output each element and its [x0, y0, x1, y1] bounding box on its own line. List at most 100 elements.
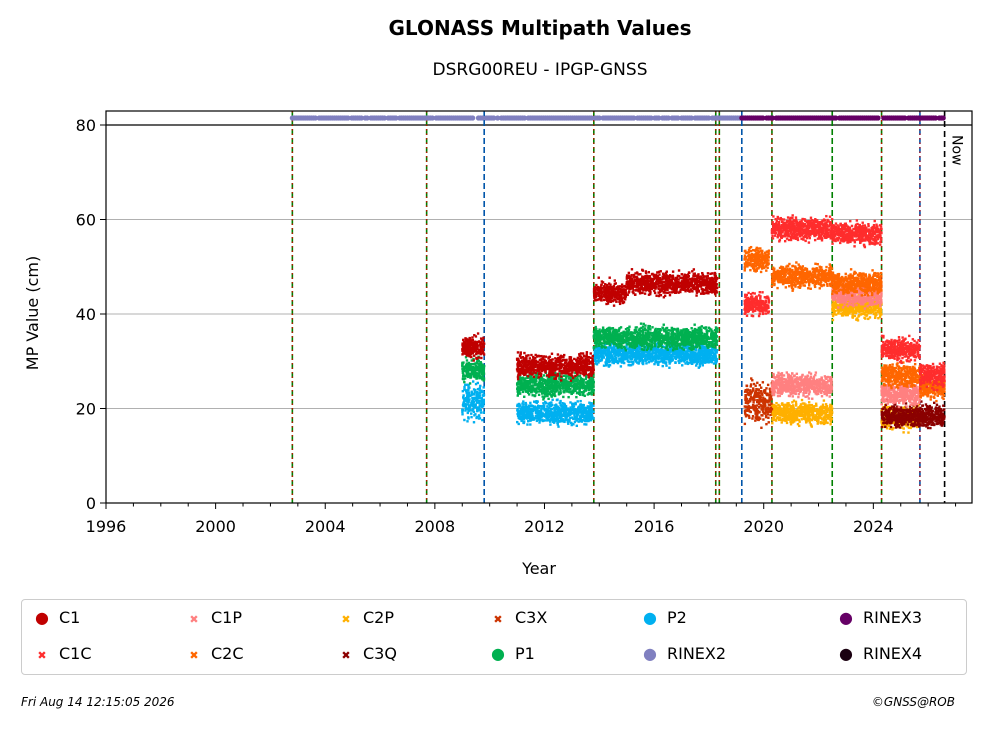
series-point — [838, 310, 840, 312]
series-point — [933, 414, 935, 416]
series-point — [691, 351, 693, 353]
series-point — [642, 359, 644, 361]
series-point — [794, 410, 796, 412]
series-point — [902, 431, 904, 433]
series-point — [705, 359, 707, 361]
series-point — [521, 413, 523, 415]
series-point — [462, 361, 464, 363]
series-point — [653, 357, 655, 359]
series-point — [787, 413, 789, 415]
series-point — [749, 393, 751, 395]
series-point — [820, 422, 822, 424]
series-point — [536, 414, 538, 416]
series-point — [595, 350, 597, 352]
series-point — [607, 356, 609, 358]
series-point — [757, 411, 759, 413]
series-point — [591, 408, 593, 410]
series-point — [616, 360, 618, 362]
series-point — [796, 416, 798, 418]
series-point — [681, 364, 683, 366]
series-point — [829, 423, 831, 425]
series-point — [482, 411, 484, 413]
now-label: Now — [949, 135, 965, 166]
series-point — [775, 402, 777, 404]
series-point — [792, 404, 794, 406]
series-point — [531, 415, 533, 417]
series-point — [895, 410, 897, 412]
series-point — [920, 418, 922, 420]
series-point — [559, 402, 561, 404]
series-point — [790, 407, 792, 409]
series-point — [910, 410, 912, 412]
series-point — [801, 399, 803, 401]
series-point — [895, 426, 897, 428]
series-point — [585, 408, 587, 410]
series-point — [930, 415, 932, 417]
series-point — [765, 423, 767, 425]
series-point — [779, 416, 781, 418]
series-point — [798, 413, 800, 415]
series-point — [823, 423, 825, 425]
series-point — [886, 415, 888, 417]
series-point — [552, 415, 554, 417]
series-point — [472, 380, 474, 382]
series-point — [549, 423, 551, 425]
series-point — [473, 393, 475, 395]
series-point — [810, 423, 812, 425]
series-point — [645, 354, 647, 356]
series-point — [480, 377, 482, 379]
series-point — [622, 354, 624, 356]
series-point — [829, 415, 831, 417]
series-point — [663, 355, 665, 357]
series-point — [830, 405, 832, 407]
series-point — [776, 416, 778, 418]
series-point — [462, 369, 464, 371]
series-point — [897, 412, 899, 414]
series-point — [543, 404, 545, 406]
series-point — [563, 375, 565, 377]
series-point — [893, 415, 895, 417]
series-point — [477, 375, 479, 377]
series-point — [768, 403, 770, 405]
series-point — [917, 423, 919, 425]
series-point — [477, 401, 479, 403]
series-point — [835, 307, 837, 309]
series-point — [627, 364, 629, 366]
series-point — [889, 417, 891, 419]
series-point — [523, 420, 525, 422]
series-point — [745, 415, 747, 417]
series-point — [473, 388, 475, 390]
series-point — [803, 416, 805, 418]
series-point — [830, 420, 832, 422]
series-point — [622, 351, 624, 353]
series-point — [890, 426, 892, 428]
series-point — [583, 404, 585, 406]
series-point — [476, 397, 478, 399]
series-point — [784, 412, 786, 414]
series-point — [767, 417, 769, 419]
series-point — [472, 366, 474, 368]
rinex-point — [875, 115, 880, 120]
series-point — [618, 360, 620, 362]
series-point — [577, 400, 579, 402]
series-point — [781, 421, 783, 423]
series-point — [876, 307, 878, 309]
series-point — [582, 419, 584, 421]
series-point — [716, 351, 718, 353]
series-point — [745, 400, 747, 402]
series-point — [671, 359, 673, 361]
series-point — [820, 414, 822, 416]
series-point — [462, 373, 464, 375]
series-point — [650, 360, 652, 362]
series-point — [694, 360, 696, 362]
series-c3x — [744, 377, 773, 429]
series-point — [790, 416, 792, 418]
series-point — [551, 399, 553, 401]
series-point — [892, 409, 894, 411]
series-point — [558, 420, 560, 422]
series-point — [907, 423, 909, 425]
series-point — [531, 405, 533, 407]
series-point — [467, 385, 469, 387]
series-point — [919, 413, 921, 415]
series-point — [763, 389, 765, 391]
